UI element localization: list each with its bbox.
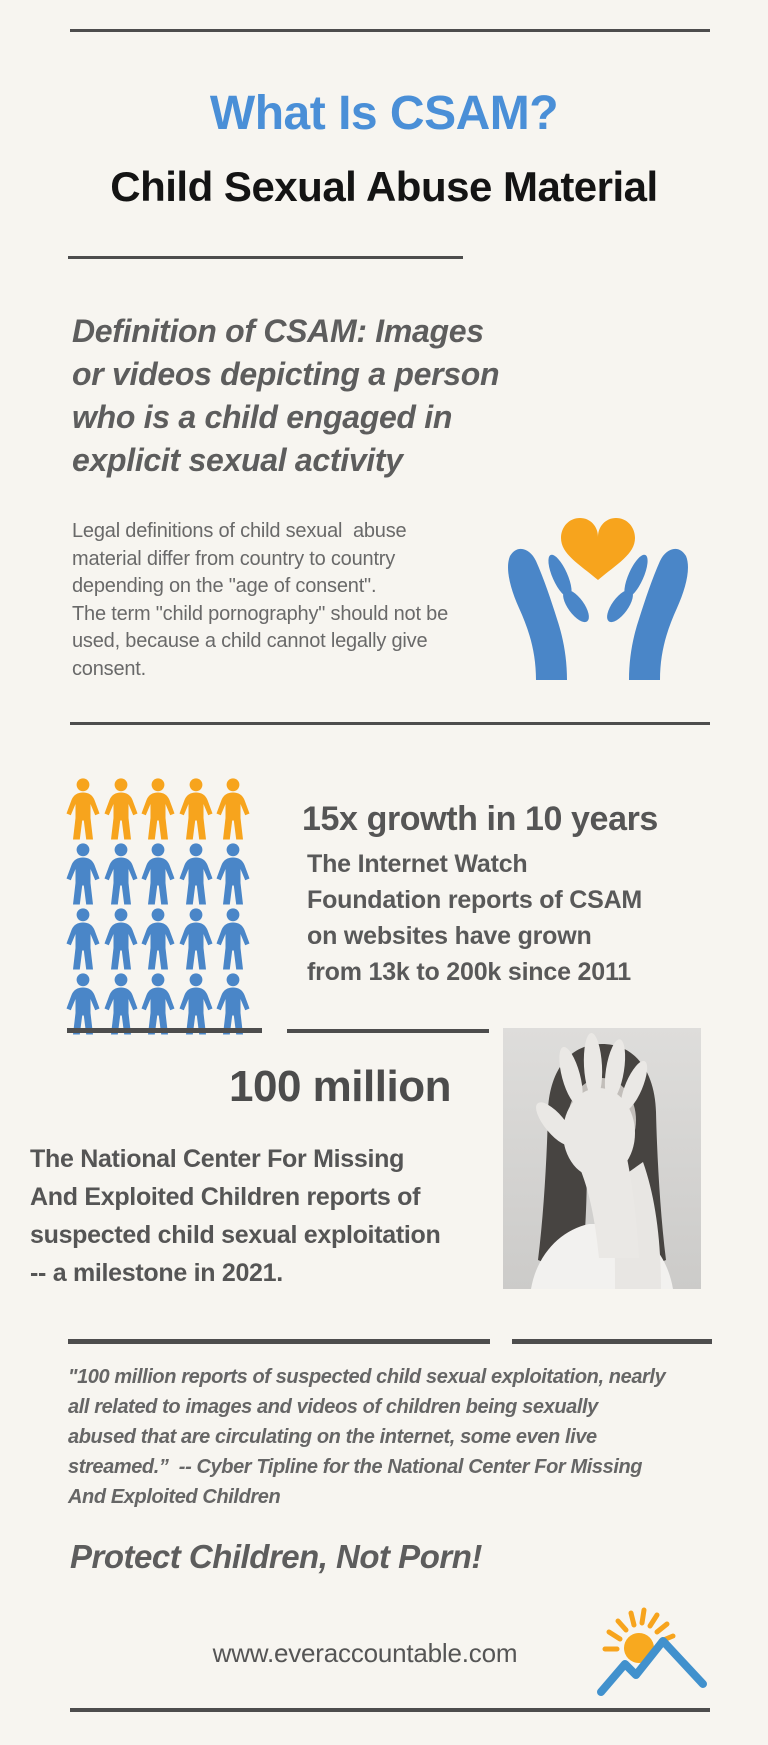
tagline: Protect Children, Not Porn!: [70, 1538, 482, 1575]
pictograph: [64, 778, 269, 1038]
milestone-body: The National Center For Missing And Expl…: [30, 1145, 441, 1287]
person-icon: [139, 843, 177, 906]
person-icon: [102, 843, 140, 906]
person-icon: [177, 973, 215, 1036]
person-icon: [214, 778, 252, 841]
person-icon: [64, 908, 102, 971]
person-icon: [64, 778, 102, 841]
sun-rays-icon: [602, 1607, 676, 1652]
growth-stat-headline: 15x growth in 10 years: [302, 800, 658, 838]
person-icon: [214, 908, 252, 971]
page-subtitle: Child Sexual Abuse Material: [110, 163, 658, 210]
title-underline: [68, 256, 463, 259]
person-icon: [139, 778, 177, 841]
person-icon: [102, 973, 140, 1036]
person-icon: [64, 843, 102, 906]
definition-text: Definition of CSAM: Images or videos dep…: [72, 313, 500, 478]
quote-divider-left: [68, 1339, 490, 1344]
quote-text: "100 million reports of suspected child …: [68, 1366, 666, 1508]
page-title: What Is CSAM?: [209, 87, 559, 140]
quote-divider-right: [512, 1339, 712, 1344]
legal-note-text: Legal definitions of child sexual abuse …: [72, 520, 449, 680]
pictograph-side-divider: [287, 1029, 489, 1033]
person-icon: [214, 843, 252, 906]
left-hand-icon: [508, 548, 589, 680]
section-divider: [70, 722, 710, 725]
stop-hand-photo: [503, 1028, 701, 1289]
right-hand-icon: [607, 548, 688, 680]
heart-icon: [561, 518, 635, 580]
pictograph-baseline: [67, 1028, 262, 1033]
person-icon: [102, 908, 140, 971]
person-icon: [64, 973, 102, 1036]
mountain-icon: [597, 1637, 707, 1696]
person-icon: [139, 973, 177, 1036]
growth-stat-body: The Internet Watch Foundation reports of…: [307, 850, 643, 986]
person-icon: [139, 908, 177, 971]
sun-mountain-logo-icon: [597, 1602, 709, 1698]
hands-holding-heart-icon: [503, 500, 693, 680]
top-divider: [70, 29, 710, 32]
person-icon: [102, 778, 140, 841]
person-icon: [177, 778, 215, 841]
person-icon: [177, 843, 215, 906]
milestone-headline: 100 million: [229, 1062, 451, 1111]
open-hand: [536, 1033, 648, 1258]
website-url[interactable]: www.everaccountable.com: [212, 1638, 518, 1668]
bottom-divider: [70, 1708, 710, 1712]
person-icon: [177, 908, 215, 971]
person-icon: [214, 973, 252, 1036]
